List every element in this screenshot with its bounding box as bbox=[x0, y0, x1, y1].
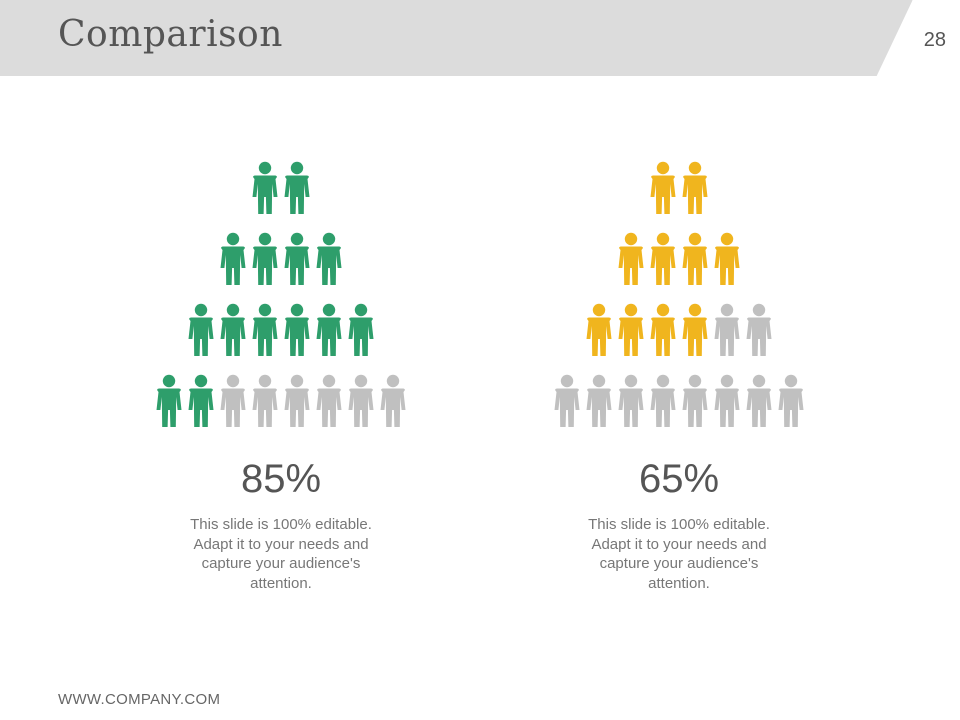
person-icon bbox=[682, 232, 708, 285]
page-title: Comparison bbox=[58, 14, 283, 55]
person-icon bbox=[188, 303, 214, 356]
person-icon bbox=[650, 161, 676, 214]
person-icon bbox=[554, 374, 580, 427]
person-icon bbox=[746, 303, 772, 356]
percent-value-left: 85% bbox=[240, 457, 322, 501]
comparison-panel-right: 65% This slide is 100% editable. Adapt i… bbox=[529, 150, 829, 592]
people-pyramid-left bbox=[131, 150, 431, 430]
person-icon bbox=[156, 374, 182, 427]
person-icon bbox=[316, 303, 342, 356]
people-pyramid-right bbox=[529, 150, 829, 430]
footer-url: WWW.COMPANY.COM bbox=[58, 691, 221, 708]
person-icon bbox=[682, 374, 708, 427]
slide-number: 28 bbox=[923, 29, 946, 51]
person-icon bbox=[188, 374, 214, 427]
description-right: This slide is 100% editable. Adapt it to… bbox=[588, 516, 770, 592]
person-icon bbox=[714, 303, 740, 356]
pyramid-svg bbox=[554, 161, 804, 427]
person-icon bbox=[252, 374, 278, 427]
person-icon bbox=[650, 374, 676, 427]
person-icon bbox=[746, 374, 772, 427]
person-icon bbox=[650, 303, 676, 356]
person-icon bbox=[682, 161, 708, 214]
percent-value-right: 65% bbox=[638, 457, 720, 501]
header-bar bbox=[0, 0, 960, 76]
person-icon bbox=[284, 374, 310, 427]
person-icon bbox=[284, 161, 310, 214]
pyramid-svg bbox=[156, 161, 406, 427]
person-icon bbox=[618, 303, 644, 356]
person-icon bbox=[586, 303, 612, 356]
person-icon bbox=[682, 303, 708, 356]
person-icon bbox=[252, 232, 278, 285]
person-icon bbox=[618, 232, 644, 285]
person-icon bbox=[220, 232, 246, 285]
person-icon bbox=[284, 303, 310, 356]
person-icon bbox=[778, 374, 804, 427]
person-icon bbox=[380, 374, 406, 427]
person-icon bbox=[316, 374, 342, 427]
person-icon bbox=[252, 161, 278, 214]
person-icon bbox=[348, 303, 374, 356]
comparison-panel-left: 85% This slide is 100% editable. Adapt i… bbox=[131, 150, 431, 592]
person-icon bbox=[714, 374, 740, 427]
description-left: This slide is 100% editable. Adapt it to… bbox=[190, 516, 372, 592]
person-icon bbox=[586, 374, 612, 427]
person-icon bbox=[348, 374, 374, 427]
person-icon bbox=[220, 374, 246, 427]
person-icon bbox=[714, 232, 740, 285]
person-icon bbox=[252, 303, 278, 356]
person-icon bbox=[284, 232, 310, 285]
person-icon bbox=[650, 232, 676, 285]
person-icon bbox=[316, 232, 342, 285]
person-icon bbox=[220, 303, 246, 356]
person-icon bbox=[618, 374, 644, 427]
